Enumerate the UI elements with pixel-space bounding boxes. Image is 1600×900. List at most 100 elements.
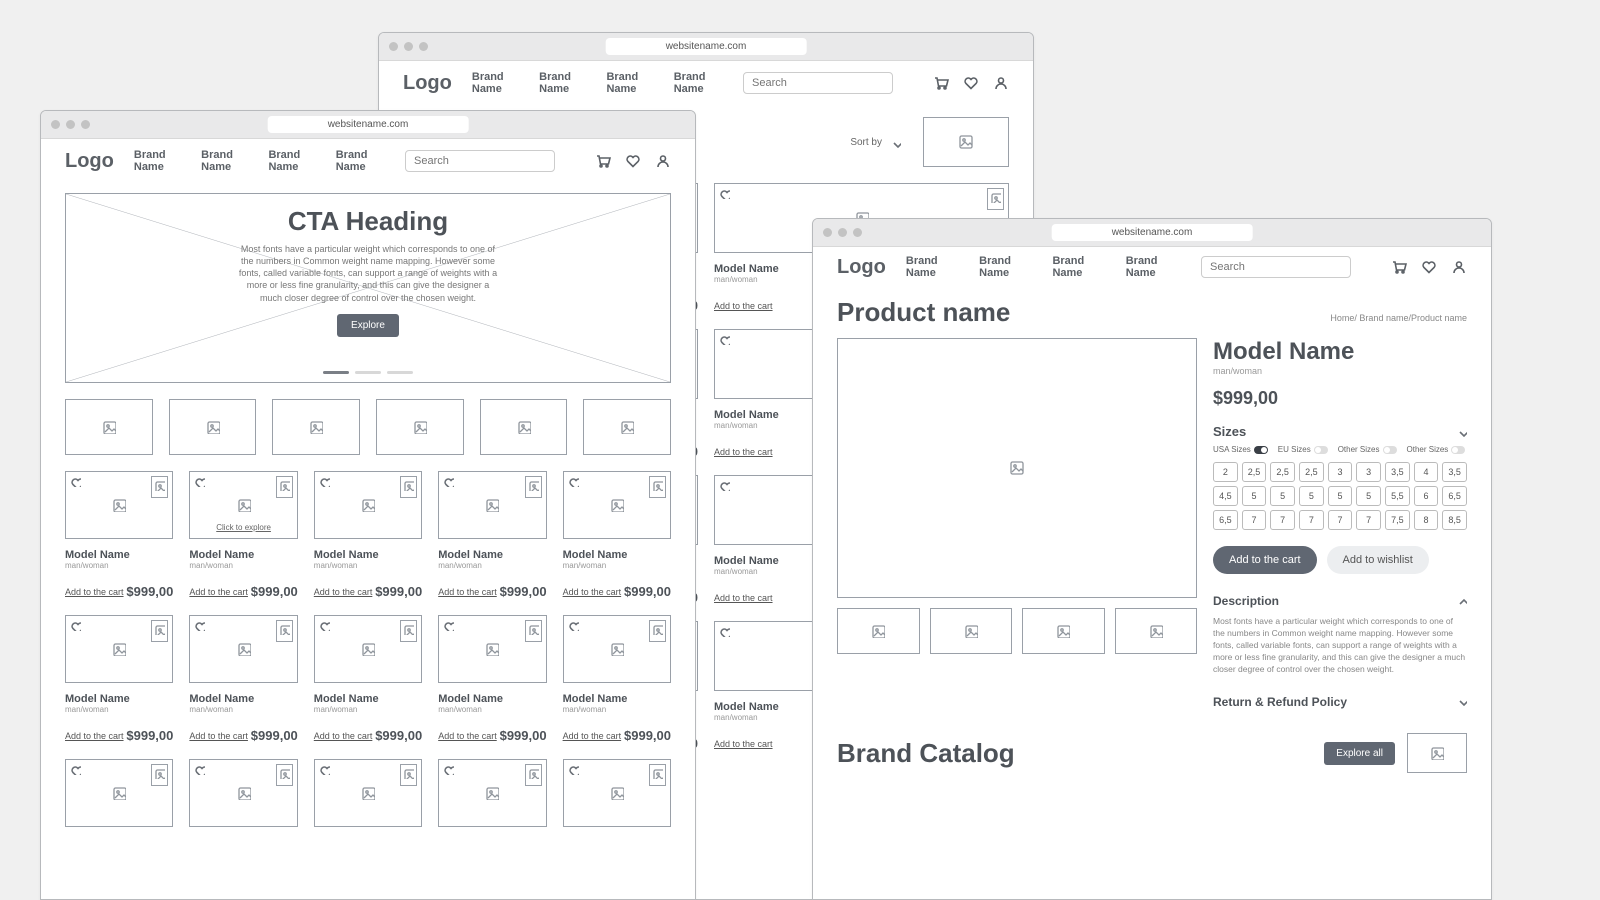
product-card[interactable] xyxy=(563,759,671,827)
logo[interactable]: Logo xyxy=(65,150,114,173)
size-option[interactable]: 2,5 xyxy=(1299,462,1324,482)
product-card[interactable]: Model Name man/woman Add to the cart $99… xyxy=(314,471,422,599)
add-to-cart-link[interactable]: Add to the cart xyxy=(438,587,497,597)
expand-icon[interactable] xyxy=(400,764,417,786)
product-card[interactable]: Model Name man/woman Add to the cart $99… xyxy=(563,471,671,599)
product-card[interactable]: Model Name man/woman Add to the cart $99… xyxy=(65,471,173,599)
heart-icon[interactable] xyxy=(194,476,205,487)
heart-icon[interactable] xyxy=(719,480,730,491)
category-thumb[interactable] xyxy=(583,399,671,455)
user-icon[interactable] xyxy=(1451,259,1467,275)
size-option[interactable]: 5 xyxy=(1242,486,1267,506)
carousel-indicators[interactable] xyxy=(66,371,670,374)
nav-item[interactable]: Brand Name xyxy=(268,149,317,173)
product-card[interactable]: Click to explore Model Name man/woman Ad… xyxy=(189,471,297,599)
heart-icon[interactable] xyxy=(194,620,205,631)
cart-icon[interactable] xyxy=(1391,259,1407,275)
add-to-cart-link[interactable]: Add to the cart xyxy=(563,587,622,597)
heart-icon[interactable] xyxy=(194,764,205,775)
product-card[interactable]: Model Name man/woman Add to the cart $99… xyxy=(438,471,546,599)
expand-icon[interactable] xyxy=(525,620,542,642)
size-option[interactable]: 7 xyxy=(1299,510,1324,530)
nav-item[interactable]: Brand Name xyxy=(472,71,521,95)
category-thumb[interactable] xyxy=(272,399,360,455)
search-input[interactable] xyxy=(414,155,556,167)
url-bar[interactable]: websitename.com xyxy=(268,116,469,133)
search-input[interactable] xyxy=(752,77,894,89)
heart-icon[interactable] xyxy=(568,476,579,487)
expand-icon[interactable] xyxy=(649,620,666,642)
size-option[interactable]: 7,5 xyxy=(1385,510,1410,530)
gallery-thumb[interactable] xyxy=(930,608,1013,654)
refund-accordion[interactable]: Return & Refund Policy xyxy=(1213,691,1467,713)
expand-icon[interactable] xyxy=(525,764,542,786)
nav-item[interactable]: Brand Name xyxy=(1126,255,1181,279)
nav-item[interactable]: Brand Name xyxy=(979,255,1034,279)
size-option[interactable]: 7 xyxy=(1328,510,1353,530)
nav-item[interactable]: Brand Name xyxy=(606,71,655,95)
sizes-header[interactable]: Sizes xyxy=(1213,423,1467,439)
heart-icon[interactable] xyxy=(719,188,730,199)
size-option[interactable]: 6,5 xyxy=(1442,486,1467,506)
size-option[interactable]: 3,5 xyxy=(1442,462,1467,482)
size-option[interactable]: 5 xyxy=(1356,486,1381,506)
nav-item[interactable]: Brand Name xyxy=(134,149,183,173)
category-thumb[interactable] xyxy=(376,399,464,455)
size-option[interactable]: 2,5 xyxy=(1242,462,1267,482)
logo[interactable]: Logo xyxy=(403,72,452,95)
user-icon[interactable] xyxy=(993,75,1009,91)
toggle-other[interactable]: Other Sizes xyxy=(1407,445,1466,454)
gallery-thumb[interactable] xyxy=(837,608,920,654)
add-to-wishlist-button[interactable]: Add to wishlist xyxy=(1327,546,1429,574)
explore-button[interactable]: Explore xyxy=(337,314,399,337)
user-icon[interactable] xyxy=(655,153,671,169)
description-accordion[interactable]: Description Most fonts have a particular… xyxy=(1213,590,1467,675)
size-option[interactable]: 3,5 xyxy=(1385,462,1410,482)
add-to-cart-link[interactable]: Add to the cart xyxy=(438,731,497,741)
expand-icon[interactable] xyxy=(987,188,1004,210)
size-option[interactable]: 5 xyxy=(1299,486,1324,506)
expand-icon[interactable] xyxy=(525,476,542,498)
heart-icon[interactable] xyxy=(719,626,730,637)
size-option[interactable]: 2,5 xyxy=(1270,462,1295,482)
search-box[interactable] xyxy=(1201,256,1351,278)
category-thumb[interactable] xyxy=(480,399,568,455)
add-to-cart-link[interactable]: Add to the cart xyxy=(714,301,773,311)
heart-icon[interactable] xyxy=(443,764,454,775)
heart-icon[interactable] xyxy=(443,476,454,487)
add-to-cart-link[interactable]: Add to the cart xyxy=(714,447,773,457)
add-to-cart-link[interactable]: Add to the cart xyxy=(189,587,248,597)
expand-icon[interactable] xyxy=(276,620,293,642)
size-option[interactable]: 7 xyxy=(1356,510,1381,530)
add-to-cart-link[interactable]: Add to the cart xyxy=(189,731,248,741)
gallery-thumb[interactable] xyxy=(1022,608,1105,654)
heart-icon[interactable] xyxy=(568,764,579,775)
search-box[interactable] xyxy=(743,72,893,94)
search-box[interactable] xyxy=(405,150,555,172)
size-option[interactable]: 5 xyxy=(1270,486,1295,506)
size-option[interactable]: 2 xyxy=(1213,462,1238,482)
product-card[interactable]: Model Name man/woman Add to the cart $99… xyxy=(438,615,546,743)
size-option[interactable]: 5 xyxy=(1328,486,1353,506)
heart-icon[interactable] xyxy=(70,764,81,775)
heart-icon[interactable] xyxy=(719,334,730,345)
heart-icon[interactable] xyxy=(568,620,579,631)
expand-icon[interactable] xyxy=(151,764,168,786)
add-to-cart-link[interactable]: Add to the cart xyxy=(65,731,124,741)
size-option[interactable]: 7 xyxy=(1270,510,1295,530)
heart-icon[interactable] xyxy=(70,620,81,631)
window-controls[interactable] xyxy=(51,120,90,129)
size-option[interactable]: 7 xyxy=(1242,510,1267,530)
breadcrumb[interactable]: Home/ Brand name/Product name xyxy=(1330,313,1467,323)
expand-icon[interactable] xyxy=(400,476,417,498)
size-option[interactable]: 3 xyxy=(1356,462,1381,482)
product-card[interactable] xyxy=(189,759,297,827)
size-option[interactable]: 8 xyxy=(1414,510,1439,530)
expand-icon[interactable] xyxy=(276,764,293,786)
chevron-down-icon[interactable] xyxy=(890,137,901,148)
gallery-thumb[interactable] xyxy=(1115,608,1198,654)
size-option[interactable]: 6 xyxy=(1414,486,1439,506)
product-card[interactable]: Model Name man/woman Add to the cart $99… xyxy=(563,615,671,743)
size-option[interactable]: 3 xyxy=(1328,462,1353,482)
nav-item[interactable]: Brand Name xyxy=(1052,255,1107,279)
